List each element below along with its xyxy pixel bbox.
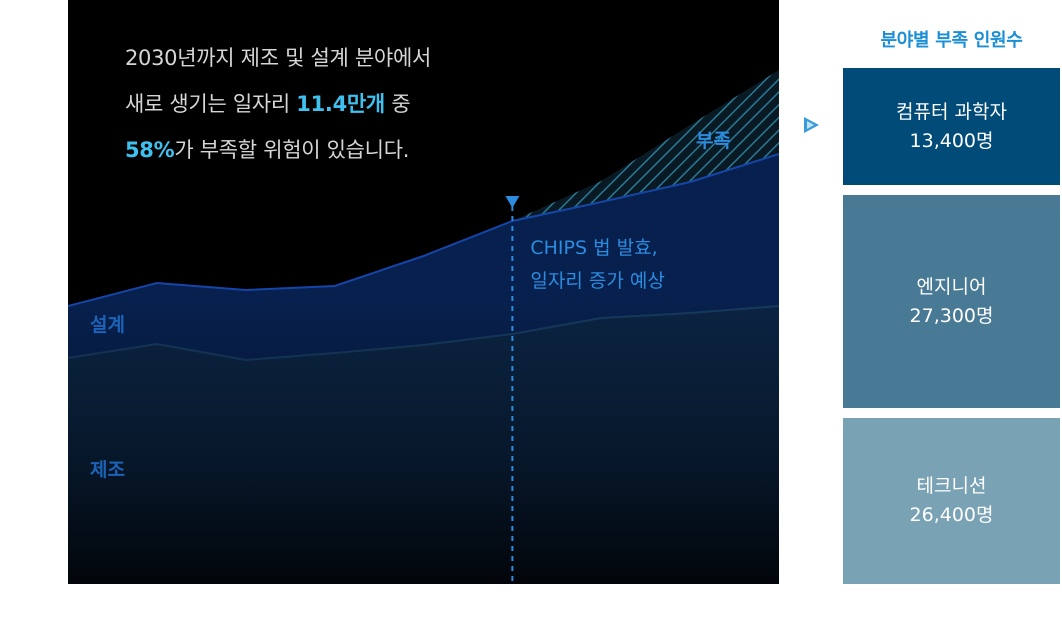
headline-text-3: 가 부족할 위험이 있습니다. [174, 138, 410, 162]
series-label-shortage: 부족 [696, 130, 731, 152]
field-box-computer-scientist: 컴퓨터 과학자 13,400명 [843, 68, 1060, 185]
headline-text-1: 2030년까지 제조 및 설계 분야에서 [125, 46, 431, 70]
field-label: 컴퓨터 과학자 [896, 100, 1007, 123]
shortage-area [512, 70, 779, 221]
series-label-manufacturing: 제조 [90, 459, 125, 481]
headline-line-1: 2030년까지 제조 및 설계 분야에서 [125, 42, 431, 72]
headline-line-3: 58%가 부족할 위험이 있습니다. [125, 134, 409, 164]
series-label-design: 설계 [90, 314, 125, 336]
field-label: 엔지니어 [916, 275, 987, 298]
annotation-marker-icon [505, 196, 520, 208]
design-line [68, 153, 779, 307]
breakdown-title: 분야별 부족 인원수 [880, 30, 1023, 51]
field-value: 13,400명 [909, 129, 994, 152]
headline-text-2b: 중 [384, 92, 411, 116]
field-box-technician: 테크니션 26,400명 [843, 418, 1060, 584]
annotation-text-line-1: CHIPS 법 발효, [530, 237, 657, 259]
headline-text-2a: 새로 생기는 일자리 [125, 92, 297, 116]
field-box-engineer: 엔지니어 27,300명 [843, 195, 1060, 408]
headline-line-2: 새로 생기는 일자리 11.4만개 중 [125, 88, 411, 118]
headline-new-jobs: 11.4만개 [296, 92, 385, 116]
headline-shortage-percent: 58% [125, 138, 175, 162]
field-value: 26,400명 [909, 504, 994, 526]
pointer-arrow-icon [804, 117, 819, 133]
annotation-text-line-2: 일자리 증가 예상 [530, 270, 664, 292]
fade-overlay [68, 300, 779, 584]
field-label: 테크니션 [916, 475, 987, 497]
field-value: 27,300명 [909, 304, 994, 327]
